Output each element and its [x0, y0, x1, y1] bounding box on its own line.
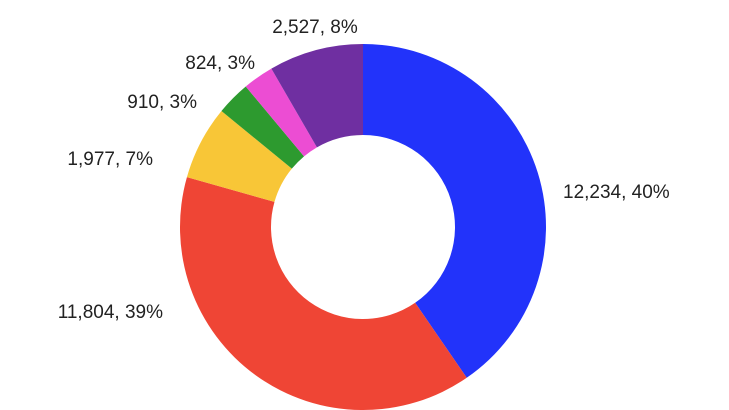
slice-label-3: 1,977, 7% — [67, 149, 153, 170]
slice-label-6: 2,527, 8% — [272, 17, 358, 38]
donut-slice-2 — [179, 177, 467, 410]
donut-slice-5 — [245, 68, 317, 157]
donut-slice-3 — [186, 111, 292, 202]
donut-slice-6 — [271, 44, 363, 148]
slice-label-4: 910, 3% — [127, 92, 197, 113]
slice-label-1: 12,234, 40% — [563, 182, 670, 203]
slice-label-2: 11,804, 39% — [58, 302, 163, 323]
labels-layer: 12,234, 40% 11,804, 39% 1,977, 7% 910, 3% 82… — [58, 17, 670, 323]
donut-slice-1 — [363, 44, 546, 378]
slices-layer — [179, 44, 546, 410]
donut-slice-4 — [221, 86, 305, 169]
slice-label-5: 824, 3% — [185, 53, 255, 74]
